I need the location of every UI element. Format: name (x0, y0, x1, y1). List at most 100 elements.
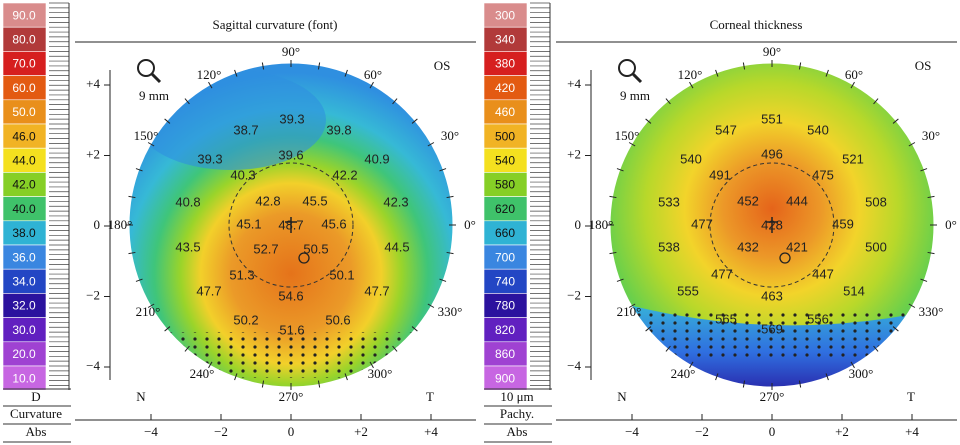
reading: 421 (786, 239, 808, 254)
angle-tick (616, 168, 624, 172)
scale-swatch (2, 244, 47, 270)
zoom-label: 9 mm (620, 88, 650, 103)
scale-swatch (483, 293, 528, 318)
angle-tick (645, 118, 652, 124)
angle-tick (208, 361, 213, 369)
scale-label: 60.0 (12, 81, 36, 95)
panel-title: Corneal thickness (710, 17, 803, 32)
angle-label: 30° (922, 128, 940, 143)
angle-tick (147, 142, 155, 147)
scale-swatch (483, 172, 528, 197)
angle-tick (344, 69, 348, 77)
x-end-label: N (136, 389, 146, 404)
reading: 51.6 (279, 322, 304, 337)
reading: 459 (832, 216, 854, 231)
reading: 556 (807, 311, 829, 326)
reading: 39.8 (326, 122, 351, 137)
scale-label: 42.0 (12, 178, 36, 192)
y-tick-label: −4 (86, 358, 100, 373)
scale-swatch (483, 317, 528, 343)
angle-tick (317, 62, 321, 70)
reading: 45.6 (321, 216, 346, 231)
reading: 565 (715, 311, 737, 326)
reading: 555 (677, 283, 699, 298)
x-tick-label: −2 (695, 424, 709, 439)
reading: 447 (812, 266, 834, 281)
scale-label: 80.0 (12, 32, 36, 46)
scale-swatch (2, 293, 47, 318)
angle-label: 120° (678, 67, 703, 82)
angle-label: 240° (671, 366, 696, 381)
reading: 40.3 (230, 167, 255, 182)
angle-tick (446, 195, 454, 199)
scale-swatch (483, 99, 528, 125)
scale-swatch (2, 341, 47, 367)
angle-label: 60° (845, 67, 863, 82)
center-cross (766, 217, 778, 233)
scale-label: 300 (495, 8, 515, 22)
x-tick-label: −4 (144, 424, 158, 439)
angle-tick (439, 278, 447, 282)
scale-swatch (483, 75, 528, 101)
angle-label: 300° (368, 366, 393, 381)
angle-tick (927, 195, 935, 199)
angle-label: 0° (464, 217, 476, 232)
reading: 42.8 (255, 193, 280, 208)
angle-label: 300° (849, 366, 874, 381)
reading: 491 (709, 167, 731, 182)
angle-tick (715, 69, 719, 77)
scale-label: 340 (495, 32, 515, 46)
angle-tick (850, 361, 855, 369)
angle-tick (665, 345, 671, 352)
angle-tick (742, 380, 746, 388)
apex-marker (298, 252, 310, 264)
angle-tick (609, 251, 617, 255)
angle-tick (135, 168, 143, 172)
angle-tick (411, 326, 418, 332)
angle-label: 270° (279, 389, 304, 404)
reading: 463 (761, 288, 783, 303)
angle-tick (261, 62, 265, 70)
angle-tick (135, 278, 143, 282)
y-tick-label: +2 (86, 146, 100, 161)
angle-tick (392, 98, 398, 105)
reading: 547 (715, 122, 737, 137)
angle-label: 0° (945, 217, 957, 232)
apex-marker (779, 252, 791, 264)
angle-tick (234, 373, 238, 381)
zoom-icon-handle (150, 72, 162, 84)
reading: 47.7 (196, 283, 221, 298)
reading: 540 (807, 122, 829, 137)
reading: 48.7 (278, 217, 303, 232)
reading: 51.3 (229, 267, 254, 282)
scale-label: 860 (495, 347, 515, 361)
x-end-label: T (907, 389, 915, 404)
center-cross (285, 217, 297, 233)
y-tick-label: +2 (567, 146, 581, 161)
scale-swatch (2, 365, 47, 391)
angle-tick (392, 345, 398, 352)
reading: 42.3 (383, 194, 408, 209)
scale-label: 740 (495, 274, 515, 288)
reading: 39.3 (279, 111, 304, 126)
angle-tick (908, 303, 916, 308)
angle-tick (317, 380, 321, 388)
reading: 500 (865, 239, 887, 254)
reading: 40.9 (364, 151, 389, 166)
angle-label: 180° (108, 217, 133, 232)
angle-tick (128, 251, 136, 255)
angle-tick (920, 168, 928, 172)
angle-tick (616, 278, 624, 282)
zoom-icon-handle (631, 72, 643, 84)
angle-tick (446, 251, 454, 255)
reading: 50.6 (325, 312, 350, 327)
angle-tick (908, 142, 916, 147)
angle-tick (411, 118, 418, 124)
scale-label: 780 (495, 299, 515, 313)
reading: 477 (711, 266, 733, 281)
scale-swatch (2, 196, 47, 222)
angle-label: 60° (364, 67, 382, 82)
scale-label: 500 (495, 129, 515, 143)
scale-swatch (483, 244, 528, 270)
